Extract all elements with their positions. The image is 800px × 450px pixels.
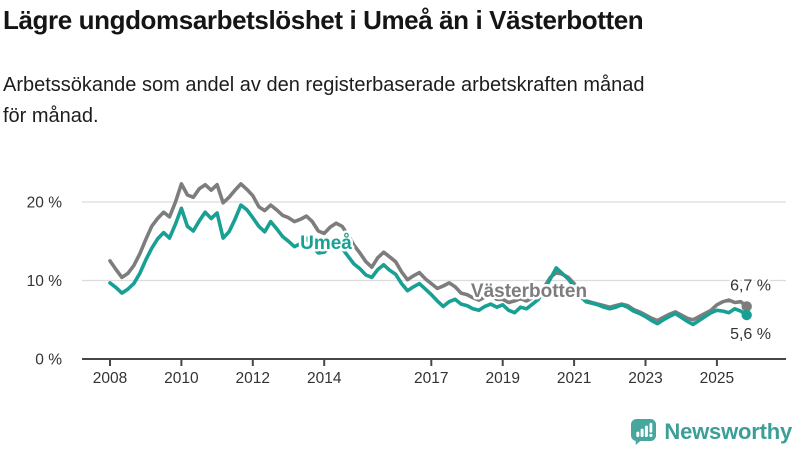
bar-medium bbox=[641, 428, 645, 437]
x-axis-label: 2008 bbox=[93, 370, 127, 387]
series-end-dot-umea bbox=[741, 309, 752, 321]
x-axis-label: 2019 bbox=[485, 370, 519, 387]
newsworthy-icon bbox=[631, 419, 657, 445]
series-line-vasterbotten bbox=[108, 182, 749, 323]
y-axis-label: 0 % bbox=[35, 352, 62, 369]
x-axis-label: 2021 bbox=[557, 370, 591, 387]
newsworthy-logo[interactable]: Newsworthy bbox=[630, 418, 792, 445]
newsworthy-wordmark: Newsworthy bbox=[664, 418, 792, 444]
series-line-umea bbox=[108, 203, 749, 327]
y-axis-label: 20 % bbox=[27, 195, 63, 212]
bar-large bbox=[645, 425, 649, 437]
exclamation-dot bbox=[649, 433, 653, 437]
x-axis-label: 2025 bbox=[700, 370, 734, 387]
subtitle-line-1: Arbetssökande som andel av den registerb… bbox=[3, 74, 645, 96]
chart-title: Lägre ungdomsarbetslöshet i Umeå än i Vä… bbox=[3, 5, 644, 35]
chart-subtitle: Arbetssökande som andel av den registerb… bbox=[3, 70, 645, 132]
x-axis-label: 2017 bbox=[414, 370, 448, 387]
x-axis-label: 2014 bbox=[307, 370, 342, 387]
x-axis-label: 2010 bbox=[164, 370, 199, 387]
bar-small bbox=[636, 431, 640, 437]
series-end-dot-vasterbotten bbox=[741, 301, 752, 312]
x-axis-label: 2023 bbox=[628, 370, 662, 387]
y-axis-label: 10 % bbox=[27, 273, 63, 290]
subtitle-line-2: för månad. bbox=[3, 105, 99, 127]
series-label-umea: Umeå bbox=[300, 233, 352, 254]
end-value-label-umea: 5,6 % bbox=[730, 326, 771, 343]
end-value-label-vasterbotten: 6,7 % bbox=[730, 277, 771, 294]
series-label-vasterbotten: Västerbotten bbox=[471, 281, 587, 302]
x-axis-label: 2012 bbox=[236, 370, 270, 387]
